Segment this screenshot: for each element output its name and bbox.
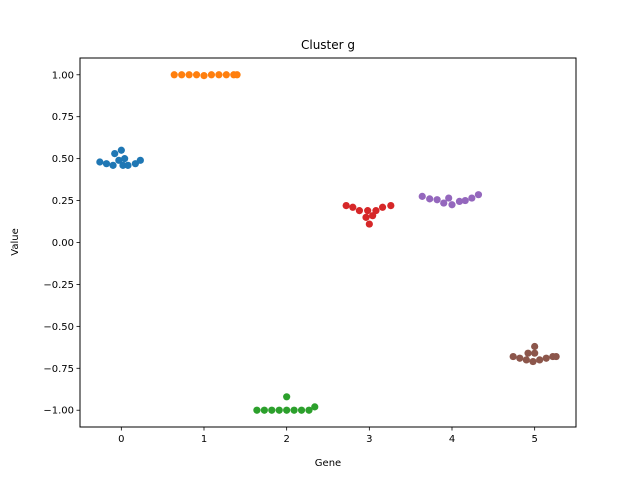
data-point bbox=[215, 71, 223, 79]
data-point bbox=[311, 403, 319, 411]
data-point bbox=[378, 203, 387, 211]
data-point bbox=[233, 71, 241, 79]
data-point bbox=[117, 146, 125, 154]
x-axis-label: Gene bbox=[315, 458, 341, 469]
y-tick-label: −0.25 bbox=[43, 280, 74, 291]
x-tick-label: 1 bbox=[201, 434, 207, 445]
data-point bbox=[124, 161, 132, 169]
data-point bbox=[115, 156, 123, 164]
x-tick-label: 0 bbox=[118, 434, 124, 445]
data-point bbox=[433, 196, 441, 204]
data-point bbox=[448, 201, 456, 209]
data-point bbox=[275, 406, 283, 414]
data-point bbox=[260, 406, 268, 414]
data-point bbox=[440, 199, 448, 207]
data-point bbox=[445, 194, 453, 202]
data-point bbox=[524, 349, 532, 357]
y-tick-label: 0.50 bbox=[52, 154, 74, 165]
data-point bbox=[365, 220, 373, 228]
y-axis-label: Value bbox=[10, 228, 21, 255]
data-point bbox=[342, 202, 350, 210]
data-point bbox=[253, 406, 261, 414]
data-point bbox=[119, 161, 127, 169]
data-point bbox=[121, 155, 129, 163]
series-gene-2 bbox=[253, 393, 319, 414]
y-tick-label: −0.75 bbox=[43, 364, 74, 375]
data-point bbox=[509, 352, 517, 361]
data-point bbox=[426, 195, 434, 203]
data-point bbox=[552, 352, 560, 361]
chart-title: Cluster g bbox=[301, 38, 355, 52]
data-point bbox=[531, 349, 539, 357]
data-point bbox=[222, 71, 230, 79]
data-point bbox=[372, 207, 380, 215]
data-point bbox=[185, 71, 193, 79]
y-tick-label: 0.00 bbox=[52, 238, 74, 249]
series-gene-3 bbox=[342, 202, 395, 228]
data-point bbox=[387, 202, 395, 210]
data-point bbox=[136, 156, 144, 164]
data-point bbox=[200, 72, 208, 80]
data-point bbox=[531, 342, 539, 351]
data-point bbox=[529, 357, 537, 366]
series-gene-5 bbox=[509, 342, 560, 366]
data-point bbox=[536, 356, 544, 364]
data-point bbox=[170, 71, 178, 79]
x-tick-label: 5 bbox=[531, 434, 537, 445]
data-point bbox=[455, 197, 464, 206]
y-tick-label: −1.00 bbox=[43, 406, 74, 417]
y-tick-label: −0.50 bbox=[43, 322, 74, 333]
data-point bbox=[102, 160, 111, 168]
data-point bbox=[283, 406, 291, 414]
y-tick-label: 1.00 bbox=[52, 70, 74, 81]
data-point bbox=[178, 71, 186, 79]
data-point bbox=[111, 150, 119, 158]
series-gene-1 bbox=[170, 71, 241, 80]
data-point bbox=[364, 207, 372, 215]
data-point bbox=[297, 406, 306, 414]
data-point bbox=[542, 354, 550, 362]
data-point bbox=[283, 393, 291, 401]
data-point bbox=[207, 71, 216, 79]
data-point bbox=[290, 406, 298, 414]
data-point bbox=[468, 194, 476, 202]
data-point bbox=[96, 158, 104, 166]
data-point bbox=[349, 203, 357, 211]
x-tick-label: 4 bbox=[449, 434, 455, 445]
data-point bbox=[268, 406, 276, 414]
data-point bbox=[192, 71, 201, 79]
x-tick-label: 2 bbox=[283, 434, 289, 445]
data-point bbox=[461, 196, 469, 205]
data-point bbox=[362, 213, 370, 221]
data-point bbox=[305, 406, 313, 414]
data-point bbox=[355, 207, 364, 215]
series-gene-4 bbox=[418, 191, 483, 209]
data-point bbox=[522, 356, 531, 364]
series-gene-0 bbox=[96, 146, 144, 169]
data-point bbox=[516, 354, 524, 362]
x-tick-label: 3 bbox=[366, 434, 372, 445]
y-tick-label: 0.25 bbox=[52, 196, 74, 207]
data-point bbox=[418, 192, 426, 200]
plot-area bbox=[96, 71, 560, 414]
data-point bbox=[474, 191, 483, 199]
data-point bbox=[109, 161, 117, 169]
y-tick-label: 0.75 bbox=[52, 112, 74, 123]
